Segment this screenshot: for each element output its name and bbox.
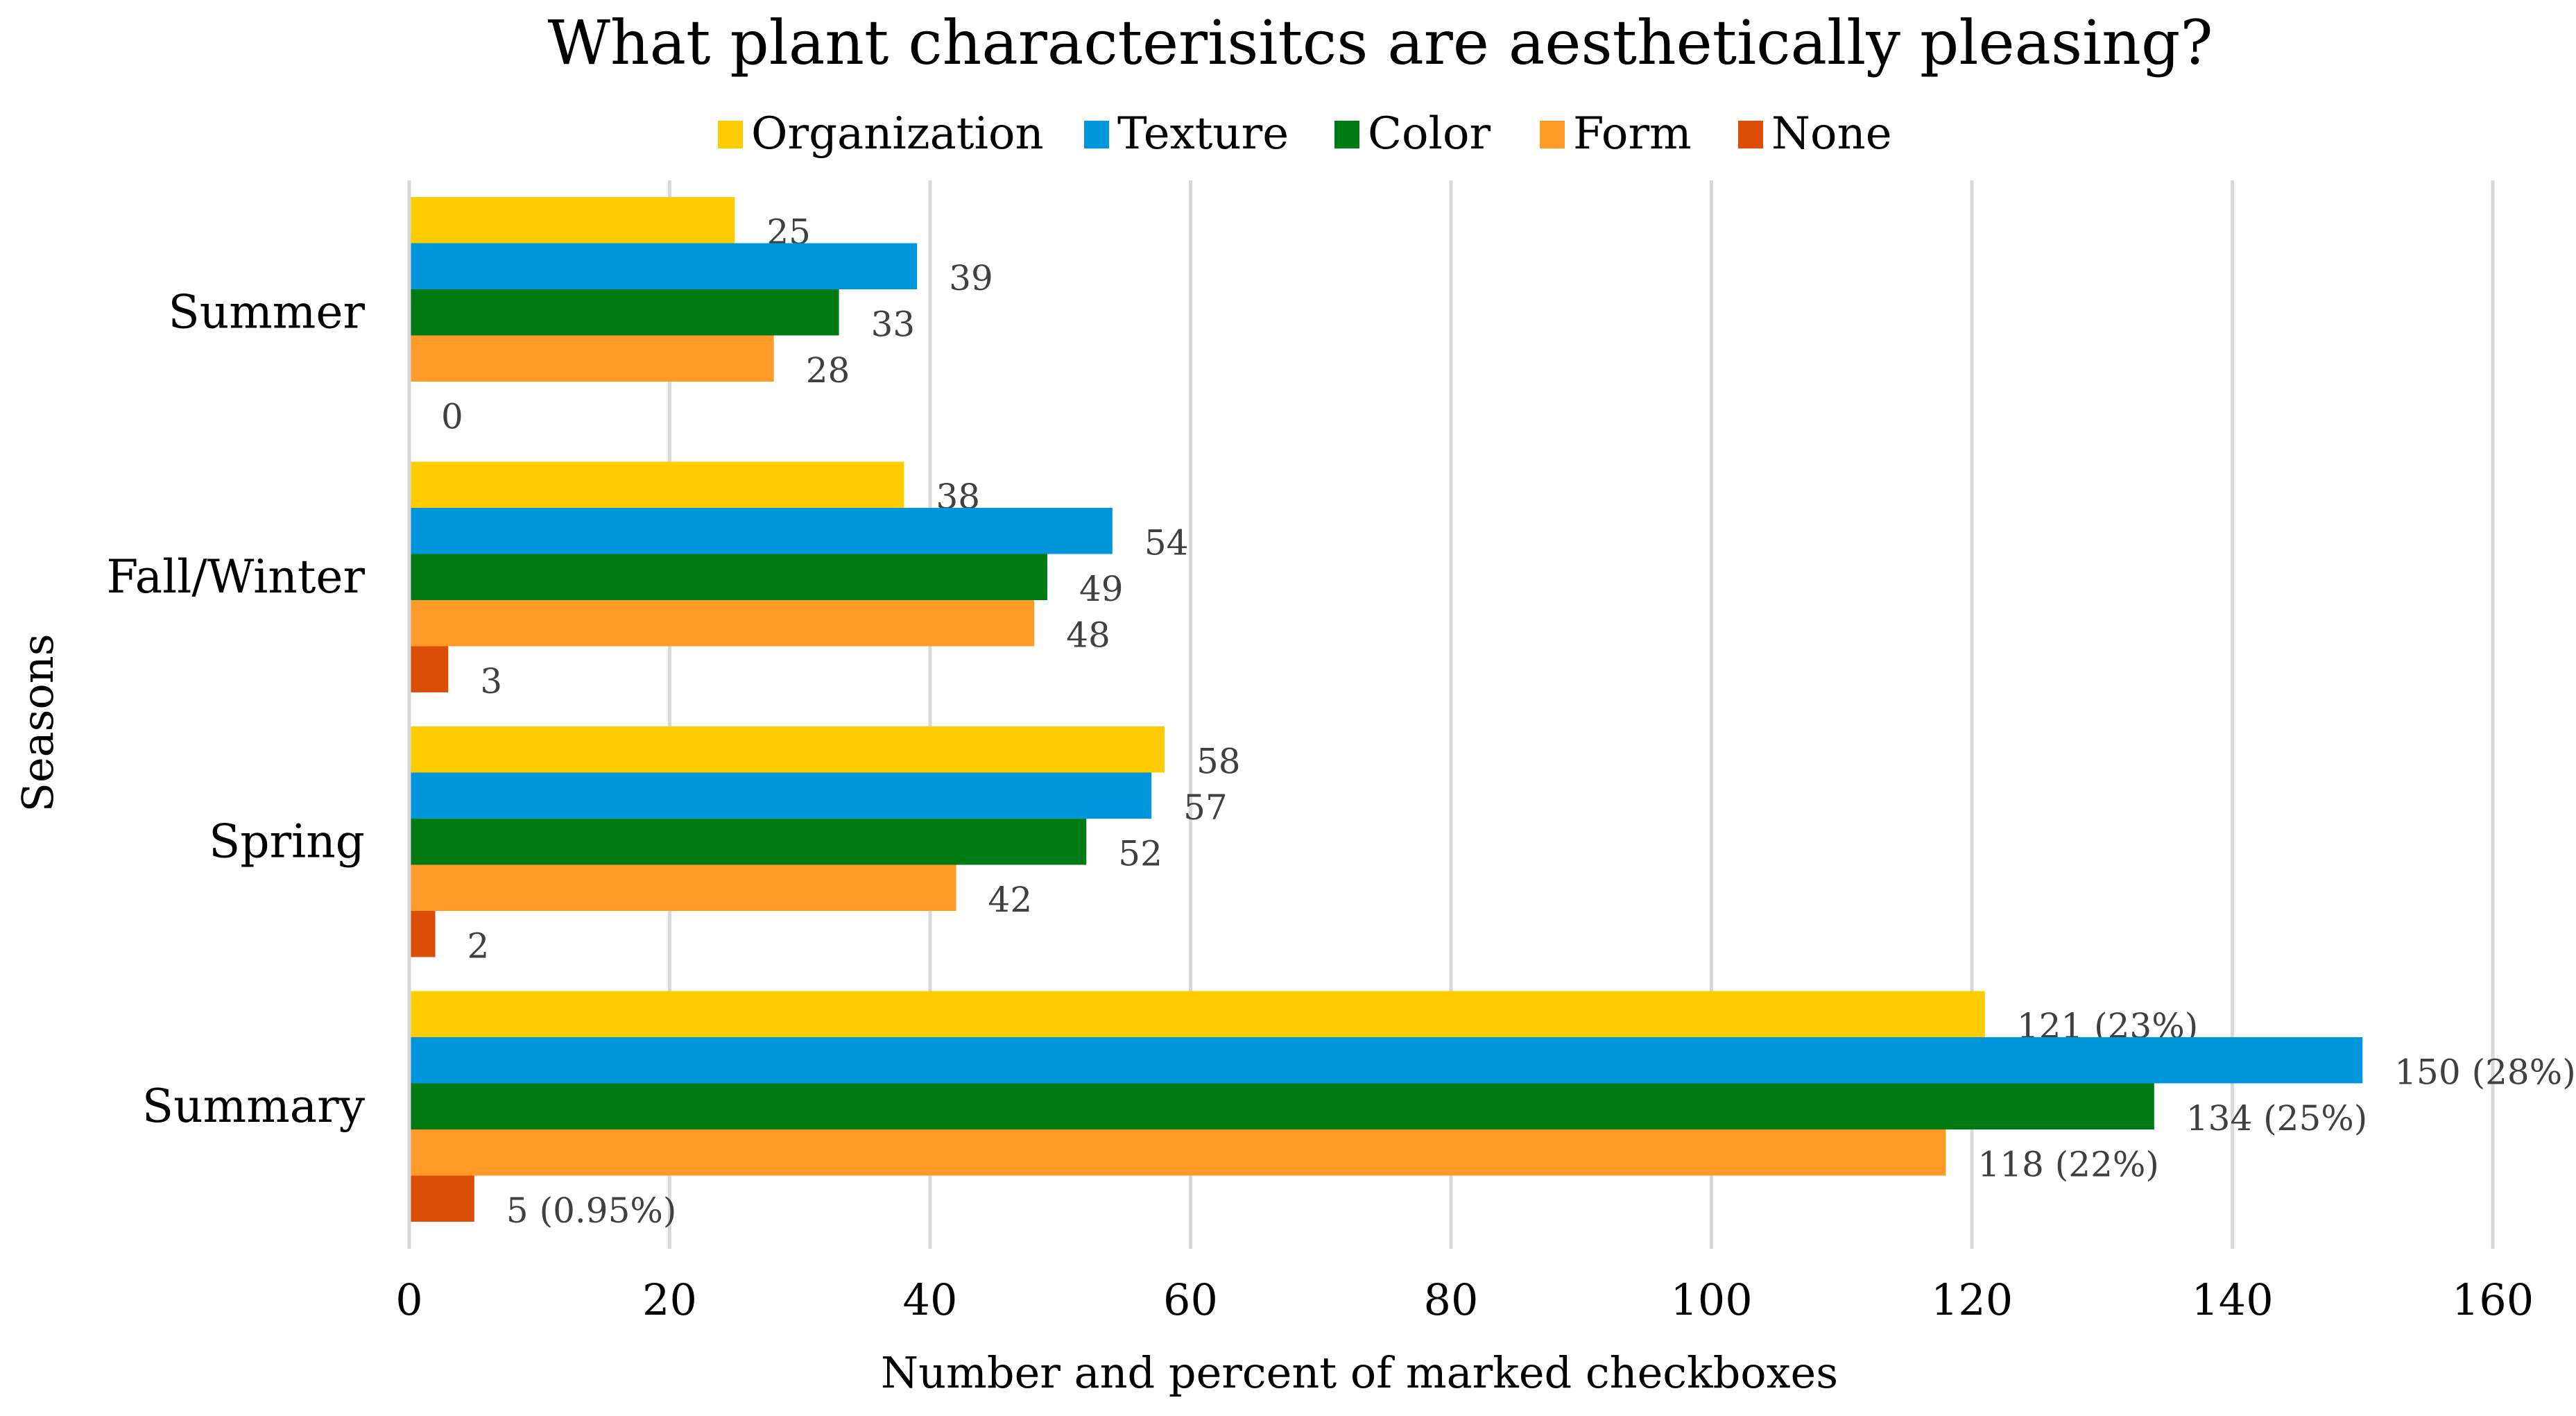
data-label: 33 <box>871 304 916 344</box>
x-tick-labels: 0 20 40 60 80 100 120 140 160 <box>395 1274 2534 1325</box>
x-tick-label: 140 <box>2191 1274 2273 1325</box>
data-label: 5 (0.95%) <box>506 1191 677 1231</box>
bar-form <box>409 864 956 911</box>
legend-swatch-color <box>1334 121 1359 148</box>
legend: Organization Texture Color Form None <box>718 108 1892 160</box>
bar-texture <box>409 243 918 289</box>
x-tick-label: 40 <box>903 1274 958 1325</box>
bar-texture <box>409 1037 2363 1084</box>
data-label: 54 <box>1144 522 1189 563</box>
x-tick-label: 60 <box>1163 1274 1218 1325</box>
bar-organization <box>409 197 735 244</box>
data-label: 48 <box>1066 615 1110 655</box>
bar-texture <box>409 508 1113 554</box>
data-label: 49 <box>1079 569 1124 609</box>
bar-color <box>409 1083 2154 1129</box>
data-label: 134 (25%) <box>2186 1098 2367 1138</box>
legend-label: Texture <box>1117 108 1289 160</box>
legend-swatch-organization <box>718 121 743 148</box>
y-axis-label: Seasons <box>12 633 63 812</box>
data-label: 150 (28%) <box>2394 1052 2575 1092</box>
chart-title: What plant characterisitcs are aesthetic… <box>547 7 2213 78</box>
bar-color <box>409 554 1047 600</box>
legend-swatch-texture <box>1084 121 1109 148</box>
category-label: Fall/Winter <box>106 550 365 604</box>
bar-form <box>409 335 774 382</box>
data-label: 118 (22%) <box>1977 1144 2158 1184</box>
category-labels: Summer Fall/Winter Spring Summary <box>106 285 365 1133</box>
bar-organization <box>409 726 1165 773</box>
bar-organization <box>409 461 904 508</box>
data-label: 57 <box>1183 787 1228 828</box>
bar-organization <box>409 991 1985 1037</box>
bar-none <box>409 646 449 692</box>
x-axis-label: Number and percent of marked checkboxes <box>881 1347 1838 1398</box>
x-tick-label: 120 <box>1931 1274 2013 1325</box>
category-label: Summer <box>169 285 366 339</box>
legend-label: Organization <box>751 108 1044 160</box>
bar-form <box>409 600 1035 647</box>
bar-none <box>409 1175 474 1222</box>
x-tick-label: 20 <box>642 1274 697 1325</box>
bar-color <box>409 289 839 336</box>
bar-form <box>409 1129 1946 1176</box>
category-label: Spring <box>209 814 365 868</box>
data-label: 39 <box>949 258 993 298</box>
category-label: Summary <box>142 1080 366 1133</box>
data-label: 52 <box>1118 833 1162 873</box>
bar-none <box>409 911 436 957</box>
x-tick-label: 160 <box>2452 1274 2534 1325</box>
x-tick-label: 80 <box>1424 1274 1479 1325</box>
legend-label: None <box>1771 108 1892 160</box>
legend-swatch-form <box>1540 121 1565 148</box>
data-label: 0 <box>441 396 463 436</box>
bar-color <box>409 819 1087 865</box>
x-tick-label: 100 <box>1670 1274 1752 1325</box>
legend-swatch-none <box>1738 121 1763 148</box>
x-tick-label: 0 <box>395 1274 422 1325</box>
data-label: 58 <box>1196 741 1241 781</box>
legend-label: Color <box>1368 108 1491 160</box>
legend-label: Form <box>1573 108 1692 160</box>
data-label: 28 <box>806 350 850 391</box>
data-label: 3 <box>480 661 502 701</box>
data-label: 42 <box>988 880 1033 920</box>
bar-texture <box>409 772 1152 819</box>
data-label: 2 <box>467 925 490 966</box>
